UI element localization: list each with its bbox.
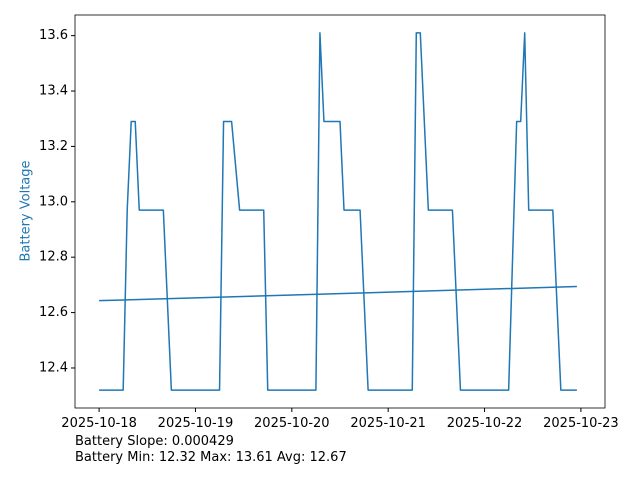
annotation: Battery Slope: 0.000429 (75, 434, 234, 449)
data-line (99, 32, 577, 391)
y-axis-label: Battery Voltage (19, 160, 34, 261)
annotation: Battery Min: 12.32 Max: 13.61 Avg: 12.67 (75, 450, 347, 465)
y-tick-label: 12.8 (39, 250, 68, 265)
y-tick-label: 12.4 (39, 360, 68, 375)
data-line (99, 285, 577, 302)
y-tick-label: 13.4 (39, 84, 68, 99)
y-tick-label: 13.2 (39, 139, 68, 154)
x-tick-label: 2025-10-20 (254, 416, 330, 431)
x-tick-label: 2025-10-21 (350, 416, 426, 431)
x-tick-label: 2025-10-23 (543, 416, 619, 431)
axes-frame (74, 14, 606, 409)
y-tick-label: 12.6 (39, 305, 68, 320)
y-tick-label: 13.6 (39, 28, 68, 43)
y-tick-label: 13.0 (39, 194, 68, 209)
x-tick-label: 2025-10-22 (447, 416, 523, 431)
x-tick-label: 2025-10-19 (158, 416, 234, 431)
x-tick-label: 2025-10-18 (61, 416, 137, 431)
